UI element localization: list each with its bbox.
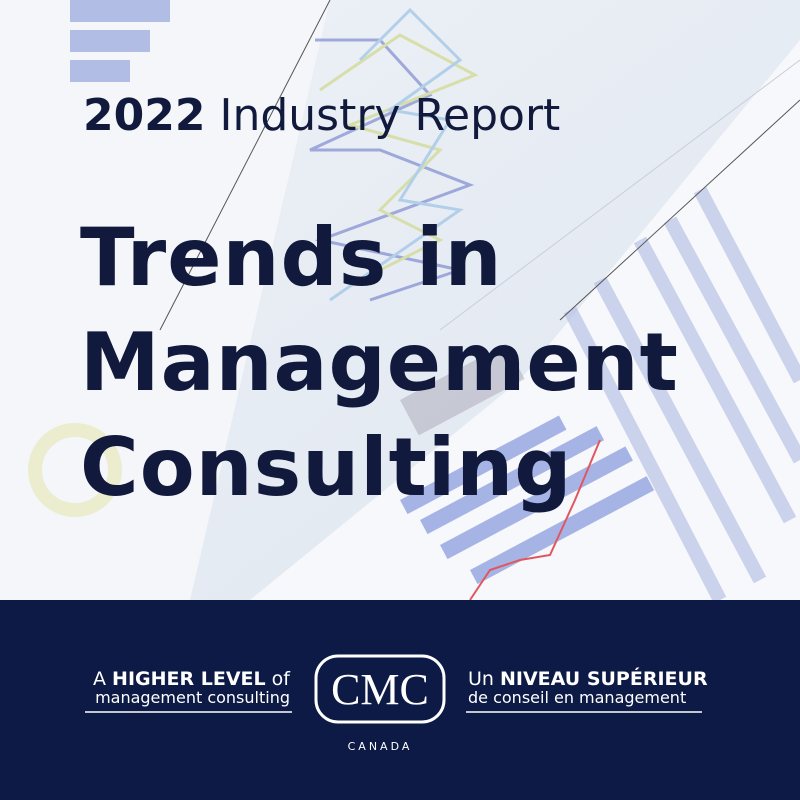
footer-band <box>0 600 800 800</box>
header-line: 2022 Industry Report <box>83 90 560 141</box>
tag-bold: HIGHER LEVEL <box>112 668 266 690</box>
logo-country: CANADA <box>348 740 413 753</box>
right-tagline: Un NIVEAU SUPÉRIEUR <box>468 667 708 690</box>
year: 2022 <box>83 90 205 141</box>
tag-word: of <box>272 668 292 690</box>
subtitle: Industry Report <box>219 90 560 141</box>
left-tagline-2: management consulting <box>95 688 290 707</box>
background-art <box>0 0 800 604</box>
right-tagline-2: de conseil en management <box>468 688 686 707</box>
logo-mark: CMC <box>331 665 429 714</box>
tag-word: Un <box>468 668 494 690</box>
left-tagline: A HIGHER LEVEL of <box>93 668 291 690</box>
title-line: Trends in <box>80 211 503 304</box>
title-line: Consulting <box>80 421 573 514</box>
logo-frame <box>314 654 446 724</box>
tag-bold: NIVEAU SUPÉRIEUR <box>500 667 708 690</box>
tag-word: A <box>93 668 106 690</box>
title-line: Management <box>80 316 679 409</box>
